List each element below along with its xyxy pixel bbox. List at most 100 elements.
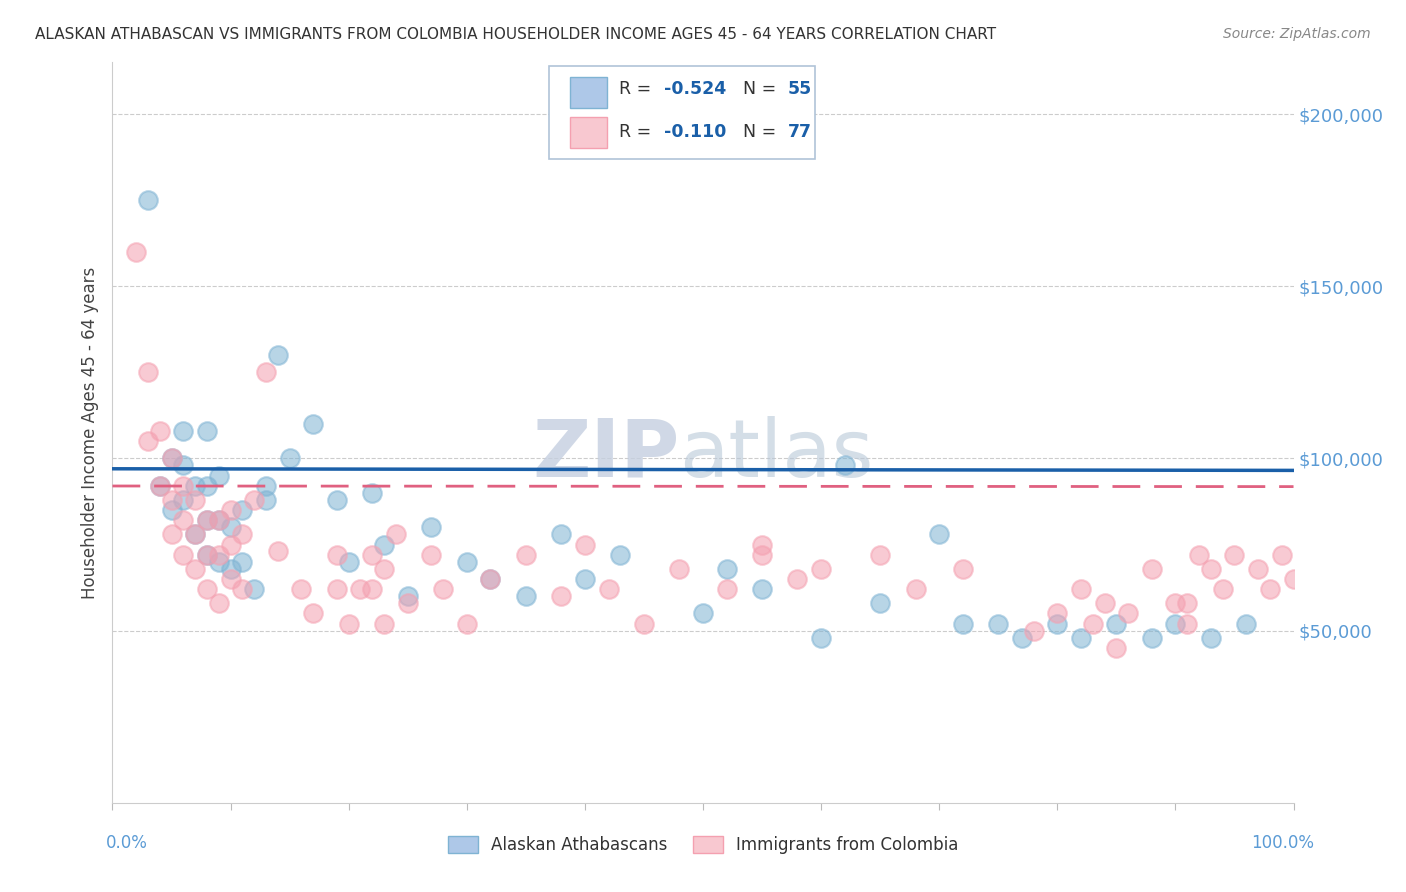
Point <box>361 548 384 562</box>
Point <box>184 527 207 541</box>
Point <box>208 596 231 610</box>
Point <box>160 492 183 507</box>
Text: 55: 55 <box>787 80 813 98</box>
Point <box>574 537 596 551</box>
Point <box>1011 631 1033 645</box>
Point <box>149 479 172 493</box>
Point <box>987 616 1010 631</box>
Point <box>349 582 371 597</box>
Point <box>786 572 808 586</box>
Point <box>195 513 218 527</box>
Point <box>160 451 183 466</box>
Point <box>160 451 183 466</box>
Point <box>136 193 159 207</box>
Point <box>1223 548 1246 562</box>
Point <box>373 561 395 575</box>
Point <box>1070 631 1092 645</box>
Point <box>267 544 290 558</box>
Text: N =: N = <box>744 123 782 141</box>
FancyBboxPatch shape <box>550 66 815 159</box>
Point <box>149 424 172 438</box>
Point <box>337 555 360 569</box>
Point <box>1282 572 1305 586</box>
Point <box>479 572 502 586</box>
Point <box>136 434 159 449</box>
Point <box>208 513 231 527</box>
Point <box>396 589 419 603</box>
Point <box>1175 596 1198 610</box>
Point <box>456 616 478 631</box>
Point <box>172 479 194 493</box>
Point <box>834 458 856 473</box>
Point <box>361 582 384 597</box>
Point <box>420 520 443 534</box>
Point <box>904 582 927 597</box>
Point <box>172 548 194 562</box>
Point <box>609 548 631 562</box>
Point <box>160 527 183 541</box>
Point <box>1022 624 1045 638</box>
Point <box>195 548 218 562</box>
Point <box>337 616 360 631</box>
Point <box>598 582 620 597</box>
Point <box>1116 607 1139 621</box>
Text: atlas: atlas <box>679 416 873 494</box>
Point <box>1105 640 1128 655</box>
Point <box>208 548 231 562</box>
Point <box>716 561 738 575</box>
Point <box>184 527 207 541</box>
Point <box>1258 582 1281 597</box>
Legend: Alaskan Athabascans, Immigrants from Colombia: Alaskan Athabascans, Immigrants from Col… <box>441 830 965 861</box>
Point <box>172 492 194 507</box>
Point <box>515 589 537 603</box>
Point <box>869 548 891 562</box>
Point <box>479 572 502 586</box>
Point <box>219 561 242 575</box>
Point <box>1140 561 1163 575</box>
Text: R =: R = <box>619 80 657 98</box>
Point <box>1140 631 1163 645</box>
Point <box>668 561 690 575</box>
Point <box>716 582 738 597</box>
Point <box>751 537 773 551</box>
Point <box>361 486 384 500</box>
Point <box>1212 582 1234 597</box>
Point <box>172 424 194 438</box>
Point <box>208 468 231 483</box>
Point <box>1070 582 1092 597</box>
Point <box>326 492 349 507</box>
Point <box>219 572 242 586</box>
Point <box>254 479 277 493</box>
Point <box>1247 561 1270 575</box>
Point <box>208 555 231 569</box>
Point <box>751 582 773 597</box>
Point <box>208 513 231 527</box>
Point <box>195 424 218 438</box>
Point <box>231 582 253 597</box>
Point <box>550 589 572 603</box>
Text: 0.0%: 0.0% <box>105 834 148 852</box>
Text: 77: 77 <box>787 123 813 141</box>
Point <box>219 503 242 517</box>
Point <box>1081 616 1104 631</box>
Point <box>928 527 950 541</box>
Point <box>432 582 454 597</box>
Point <box>267 348 290 362</box>
Point <box>1046 607 1069 621</box>
Point <box>290 582 312 597</box>
Point <box>810 631 832 645</box>
Text: N =: N = <box>744 80 782 98</box>
Point <box>219 537 242 551</box>
Text: ZIP: ZIP <box>531 416 679 494</box>
Point <box>810 561 832 575</box>
Point <box>184 492 207 507</box>
Point <box>219 520 242 534</box>
Y-axis label: Householder Income Ages 45 - 64 years: Householder Income Ages 45 - 64 years <box>80 267 98 599</box>
Point <box>326 548 349 562</box>
Text: R =: R = <box>619 123 657 141</box>
Point <box>254 492 277 507</box>
Point <box>952 561 974 575</box>
Point <box>184 479 207 493</box>
Point <box>869 596 891 610</box>
Point <box>515 548 537 562</box>
